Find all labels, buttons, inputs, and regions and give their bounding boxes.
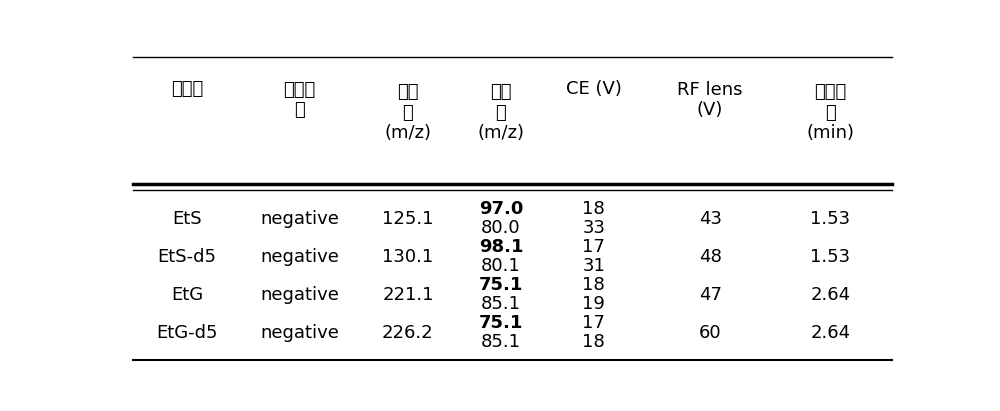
- Text: EtS: EtS: [172, 210, 202, 228]
- Text: 19: 19: [582, 295, 605, 313]
- Text: 保留时
间
(min): 保留时 间 (min): [806, 83, 854, 143]
- Text: 31: 31: [582, 257, 605, 275]
- Text: 226.2: 226.2: [382, 323, 434, 342]
- Text: 子离
子
(m/z): 子离 子 (m/z): [477, 83, 524, 143]
- Text: 17: 17: [582, 238, 605, 256]
- Text: negative: negative: [260, 323, 339, 342]
- Text: 离子模
式: 离子模 式: [283, 81, 316, 119]
- Text: 18: 18: [582, 276, 605, 294]
- Text: 85.1: 85.1: [481, 295, 521, 313]
- Text: 75.1: 75.1: [479, 314, 523, 332]
- Text: RF lens
(V): RF lens (V): [677, 81, 743, 119]
- Text: 43: 43: [699, 210, 722, 228]
- Text: 母离
子
(m/z): 母离 子 (m/z): [384, 83, 431, 143]
- Text: 80.0: 80.0: [481, 219, 521, 237]
- Text: EtS-d5: EtS-d5: [158, 247, 216, 266]
- Text: 80.1: 80.1: [481, 257, 521, 275]
- Text: 1.53: 1.53: [810, 247, 850, 266]
- Text: 98.1: 98.1: [479, 238, 523, 256]
- Text: 18: 18: [582, 333, 605, 351]
- Text: 75.1: 75.1: [479, 276, 523, 294]
- Text: 2.64: 2.64: [810, 323, 850, 342]
- Text: 47: 47: [699, 286, 722, 304]
- Text: 17: 17: [582, 314, 605, 332]
- Text: 1.53: 1.53: [810, 210, 850, 228]
- Text: CE (V): CE (V): [566, 80, 622, 98]
- Text: negative: negative: [260, 247, 339, 266]
- Text: EtG-d5: EtG-d5: [156, 323, 218, 342]
- Text: 130.1: 130.1: [382, 247, 434, 266]
- Text: 33: 33: [582, 219, 605, 237]
- Text: 125.1: 125.1: [382, 210, 434, 228]
- Text: 221.1: 221.1: [382, 286, 434, 304]
- Text: 48: 48: [699, 247, 722, 266]
- Text: 85.1: 85.1: [481, 333, 521, 351]
- Text: 97.0: 97.0: [479, 200, 523, 218]
- Text: 60: 60: [699, 323, 721, 342]
- Text: 18: 18: [582, 200, 605, 218]
- Text: negative: negative: [260, 210, 339, 228]
- Text: negative: negative: [260, 286, 339, 304]
- Text: 目标物: 目标物: [171, 80, 203, 98]
- Text: 2.64: 2.64: [810, 286, 850, 304]
- Text: EtG: EtG: [171, 286, 203, 304]
